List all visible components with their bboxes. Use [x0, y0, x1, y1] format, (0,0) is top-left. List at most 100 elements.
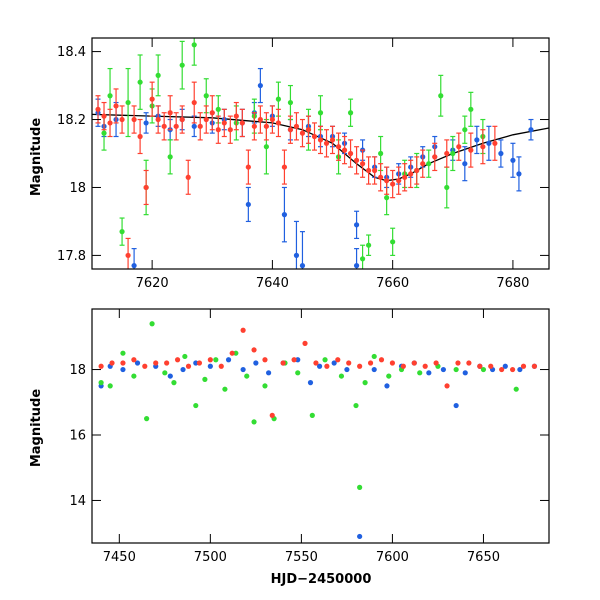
data-point	[329, 137, 336, 143]
data-point	[498, 150, 504, 157]
series-3	[98, 327, 538, 418]
data-point	[313, 360, 319, 366]
series-1	[95, 67, 534, 269]
series-1	[98, 357, 538, 540]
data-point	[257, 116, 263, 123]
data-point	[384, 195, 390, 201]
data-point	[453, 402, 459, 409]
data-point	[240, 366, 246, 373]
data-point	[101, 130, 107, 136]
data-point	[433, 360, 439, 366]
data-point	[299, 263, 306, 269]
data-point	[185, 363, 192, 369]
y-tick-label: 18.2	[57, 113, 86, 128]
data-point	[317, 110, 324, 116]
data-point	[193, 402, 199, 409]
data-point	[215, 127, 221, 133]
data-point	[218, 363, 224, 369]
data-point	[171, 380, 177, 386]
data-point	[191, 42, 197, 48]
data-point	[366, 242, 372, 248]
data-point	[191, 99, 197, 106]
data-point	[353, 222, 360, 228]
data-point	[396, 178, 402, 184]
data-point	[509, 366, 516, 373]
data-point	[378, 174, 384, 180]
data-point	[359, 256, 366, 262]
x-tick-label: 7680	[496, 276, 529, 291]
data-point	[98, 363, 104, 369]
data-point	[233, 350, 239, 356]
data-point	[499, 366, 505, 373]
data-point	[295, 357, 301, 363]
data-point	[182, 353, 188, 360]
series-2	[101, 38, 486, 269]
data-point	[299, 130, 306, 136]
data-point	[371, 353, 377, 360]
data-point	[324, 363, 330, 369]
data-point	[233, 113, 239, 119]
data-point	[269, 412, 275, 418]
top-plot-area: 7620 7640 7660 7680 17.8 18 18.2 18.4	[57, 37, 550, 291]
data-point	[239, 120, 245, 126]
data-point	[378, 357, 385, 363]
data-point	[516, 171, 522, 177]
data-point	[422, 363, 428, 369]
data-point	[245, 164, 251, 170]
data-point	[462, 161, 468, 167]
data-point	[125, 99, 131, 106]
data-point	[293, 123, 300, 129]
data-point	[520, 363, 527, 369]
data-point	[251, 123, 257, 129]
data-point	[193, 360, 199, 366]
y-tick-label: 17.8	[57, 249, 86, 264]
data-point	[341, 147, 348, 153]
data-point	[462, 370, 468, 376]
data-point	[335, 144, 342, 150]
data-point	[281, 164, 288, 170]
data-point	[390, 239, 396, 245]
data-point	[281, 212, 288, 218]
x-tick-label: 7650	[467, 550, 500, 565]
data-point	[378, 150, 384, 157]
data-point	[316, 363, 323, 369]
y-tick-label: 18.4	[57, 45, 86, 60]
data-point	[161, 123, 167, 129]
data-point	[371, 366, 377, 373]
data-point	[269, 116, 275, 123]
data-point	[280, 360, 286, 366]
data-point	[137, 79, 143, 85]
data-point	[167, 154, 173, 160]
data-point	[125, 252, 131, 259]
data-point	[179, 62, 185, 68]
plot-data	[92, 38, 549, 269]
data-point	[335, 357, 341, 363]
data-point	[144, 416, 150, 422]
data-point	[222, 386, 228, 392]
data-point	[203, 116, 209, 123]
data-point	[331, 360, 337, 366]
data-point	[253, 360, 259, 366]
data-point	[207, 363, 213, 369]
data-point	[468, 106, 474, 112]
data-point	[173, 123, 179, 129]
data-point	[107, 383, 113, 389]
data-point	[357, 533, 363, 540]
data-point	[174, 357, 181, 363]
data-point	[143, 120, 149, 126]
top-y-axis-label: Magnitude	[29, 118, 44, 197]
data-point	[444, 383, 450, 389]
data-point	[257, 82, 263, 89]
data-point	[120, 350, 126, 356]
series-3	[95, 81, 498, 269]
x-tick-label: 7450	[103, 550, 136, 565]
data-point	[209, 110, 215, 116]
data-point	[456, 144, 462, 150]
data-point	[359, 161, 366, 167]
data-point	[275, 120, 282, 126]
data-point	[101, 113, 107, 119]
data-point	[153, 360, 159, 366]
data-point	[440, 366, 446, 373]
data-point	[323, 140, 330, 146]
data-point	[338, 373, 345, 379]
